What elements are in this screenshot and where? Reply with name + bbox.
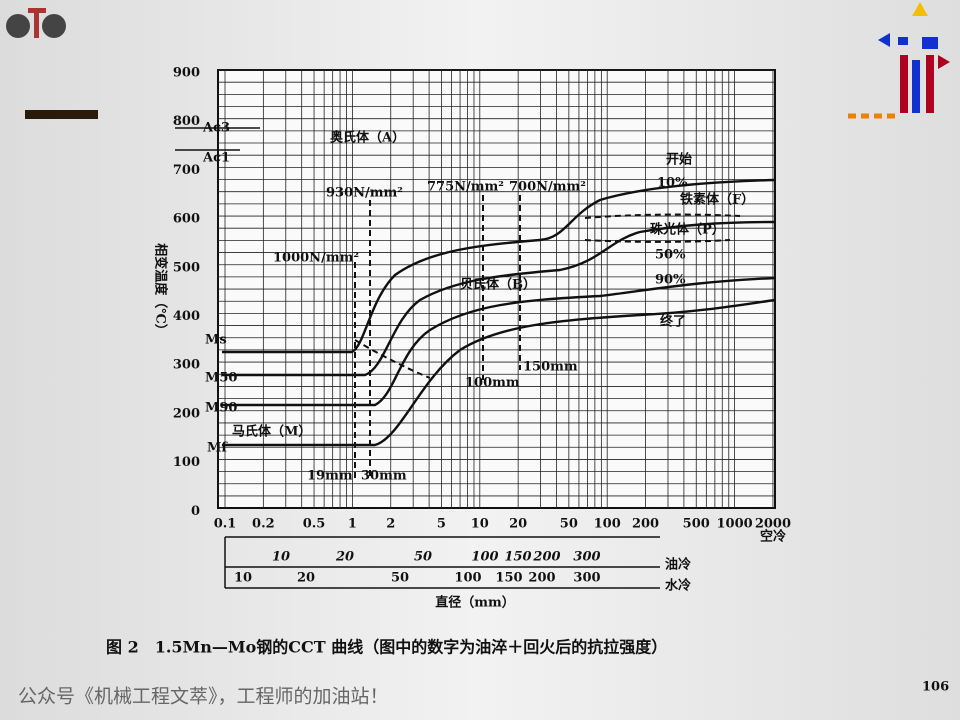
label: Ms bbox=[205, 333, 227, 348]
label: 马氏体（M） bbox=[232, 424, 311, 440]
label: 300 bbox=[573, 550, 600, 565]
label: 珠光体（P） bbox=[650, 222, 725, 238]
label: 1000 bbox=[717, 517, 753, 532]
label: 50 bbox=[391, 571, 409, 586]
label: 开始 bbox=[666, 152, 692, 168]
label: 930N/mm² bbox=[326, 186, 403, 201]
label: 100 bbox=[454, 571, 481, 586]
label: 相变温度（℃） bbox=[153, 243, 169, 337]
label: 300 bbox=[573, 571, 600, 586]
label: 200 bbox=[173, 406, 200, 421]
label: 30mm bbox=[361, 469, 407, 484]
label: 200 bbox=[532, 550, 560, 565]
label: 500 bbox=[173, 260, 200, 275]
label: 900 bbox=[173, 66, 200, 81]
label: 奥氏体（A） bbox=[330, 130, 405, 146]
label: 19mm bbox=[307, 469, 353, 484]
label: 20 bbox=[335, 550, 354, 565]
label: 400 bbox=[173, 309, 200, 324]
label: 10 bbox=[471, 517, 489, 532]
label: 图 2 1.5Mn—Mo钢的CCT 曲线（图中的数字为油淬＋回火后的抗拉强度） bbox=[106, 638, 667, 657]
label: 50 bbox=[560, 517, 578, 532]
grid bbox=[218, 69, 775, 508]
label: 0 bbox=[191, 504, 200, 519]
label: 空冷 bbox=[760, 529, 786, 545]
x-axes bbox=[224, 536, 660, 589]
label: 10 bbox=[234, 571, 252, 586]
label: 0.2 bbox=[252, 517, 275, 532]
label: 150 bbox=[504, 550, 531, 565]
label: 200 bbox=[632, 517, 659, 532]
label: 2 bbox=[386, 517, 395, 532]
label: Ac3 bbox=[202, 121, 230, 136]
label: 2000 bbox=[755, 517, 791, 532]
decoration bbox=[848, 2, 950, 119]
logo bbox=[6, 8, 66, 38]
label: 100 bbox=[594, 517, 621, 532]
label: 200 bbox=[528, 571, 555, 586]
label: 0.1 bbox=[214, 517, 237, 532]
label: Mf bbox=[207, 441, 228, 456]
label: 50 bbox=[414, 550, 432, 565]
label: 500 bbox=[683, 517, 710, 532]
label: 铁素体（F） bbox=[679, 192, 754, 208]
label: 20 bbox=[509, 517, 527, 532]
title-bar bbox=[25, 110, 98, 119]
label: 10 bbox=[272, 550, 290, 565]
label: 700N/mm² bbox=[509, 180, 586, 195]
label: 700 bbox=[173, 163, 200, 178]
page-number: 106 bbox=[922, 680, 949, 695]
label: 水冷 bbox=[665, 578, 691, 594]
label: 800 bbox=[173, 114, 200, 129]
label: 直径（mm） bbox=[435, 595, 515, 611]
label: 贝氏体（B） bbox=[460, 277, 536, 293]
label: 5 bbox=[437, 517, 446, 532]
label: 300 bbox=[173, 358, 200, 373]
label: 90% bbox=[655, 273, 686, 288]
label: 150 bbox=[495, 571, 522, 586]
label: 0.5 bbox=[303, 517, 326, 532]
footer: 公众号《机械工程文萃》，工程师的加油站！ bbox=[18, 686, 389, 708]
label: 20 bbox=[297, 571, 315, 586]
label: 50% bbox=[655, 248, 686, 263]
label: 775N/mm² bbox=[427, 180, 504, 195]
label: 600 bbox=[173, 212, 200, 227]
label: 100 bbox=[173, 455, 200, 470]
label: 100mm bbox=[465, 376, 520, 391]
label: 100 bbox=[471, 550, 498, 565]
label: Ac1 bbox=[202, 151, 230, 166]
label: 150mm bbox=[523, 360, 578, 375]
label: 终了 bbox=[660, 314, 686, 330]
label: 10% bbox=[657, 176, 688, 191]
curves bbox=[175, 127, 776, 480]
label: 1000N/mm² bbox=[273, 251, 359, 266]
label: M50 bbox=[205, 371, 237, 386]
label: M90 bbox=[205, 401, 237, 416]
label: 油冷 bbox=[665, 557, 691, 573]
label: 1 bbox=[348, 517, 357, 532]
